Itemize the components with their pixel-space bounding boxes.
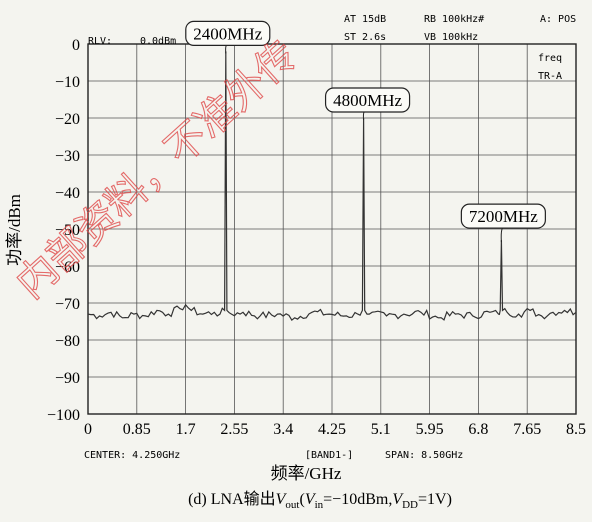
y-tick-label: −40 bbox=[55, 185, 80, 202]
peak-label: 7200MHz bbox=[469, 207, 538, 226]
peak-annotations: 2400MHz 4800MHz 7200MHz bbox=[185, 20, 546, 243]
y-tick-label: −10 bbox=[55, 74, 80, 91]
mode-freq: freq bbox=[538, 53, 562, 64]
y-tick-label: −90 bbox=[55, 370, 80, 387]
x-tick-label: 0.85 bbox=[123, 421, 151, 438]
band-indicator: [BAND1-] bbox=[305, 450, 353, 461]
y-tick-label: −50 bbox=[55, 222, 80, 239]
annotation-leader bbox=[500, 226, 506, 243]
sweep-time-readout: ST 2.6s bbox=[344, 32, 386, 43]
y-tick-label: −20 bbox=[55, 111, 80, 128]
attenuation-readout: AT 15dB bbox=[344, 14, 386, 25]
y-tick-label: 0 bbox=[72, 37, 80, 54]
spectrum-trace bbox=[87, 51, 577, 321]
detector-readout: A: POS bbox=[540, 14, 576, 25]
span-readout: SPAN: 8.50GHz bbox=[385, 450, 463, 461]
center-frequency: CENTER: 4.250GHz bbox=[84, 450, 180, 461]
rbw-readout: RB 100kHz# bbox=[424, 14, 484, 25]
y-tick-label: −80 bbox=[55, 333, 80, 350]
y-tick-label: −30 bbox=[55, 148, 80, 165]
x-tick-label: 2.55 bbox=[220, 421, 248, 438]
mode-trace: TR-A bbox=[538, 71, 562, 82]
x-tick-label: 5.1 bbox=[371, 421, 391, 438]
annotation-box bbox=[324, 87, 411, 113]
annotation-box bbox=[460, 203, 546, 229]
figure-caption: (d) LNA输出Vout(Vin=−10dBm,VDD=1V) bbox=[188, 490, 452, 511]
ref-level-label: RLV: bbox=[88, 36, 112, 47]
y-tick-label: −70 bbox=[55, 296, 80, 313]
x-tick-label: 1.7 bbox=[176, 421, 196, 438]
plot-frame bbox=[87, 43, 577, 415]
peak-label: 2400MHz bbox=[193, 24, 262, 43]
x-tick-labels: 0 0.85 1.7 2.55 3.4 4.25 5.1 5.95 6.8 7.65 8.5 bbox=[84, 421, 586, 438]
peak-label: 4800MHz bbox=[333, 91, 402, 110]
ref-level-value: 0.0dBm bbox=[140, 36, 176, 47]
x-tick-label: 5.95 bbox=[416, 421, 444, 438]
annotation-box bbox=[185, 20, 271, 46]
y-axis-title: 功率/dBm bbox=[5, 194, 24, 266]
y-tick-label: −60 bbox=[55, 259, 80, 276]
x-tick-label: 6.8 bbox=[468, 421, 488, 438]
vbw-readout: VB 100kHz bbox=[424, 32, 478, 43]
y-tick-label: −100 bbox=[47, 407, 80, 424]
x-tick-label: 7.65 bbox=[513, 421, 541, 438]
x-axis-title: 频率/GHz bbox=[271, 464, 342, 483]
x-tick-label: 8.5 bbox=[566, 421, 586, 438]
x-tick-label: 3.4 bbox=[273, 421, 293, 438]
x-tick-label: 4.25 bbox=[318, 421, 346, 438]
x-tick-label: 0 bbox=[84, 421, 92, 438]
y-tick-labels: 0 −10 −20 −30 −40 −50 −60 −70 −80 −90 −100 bbox=[47, 37, 80, 424]
